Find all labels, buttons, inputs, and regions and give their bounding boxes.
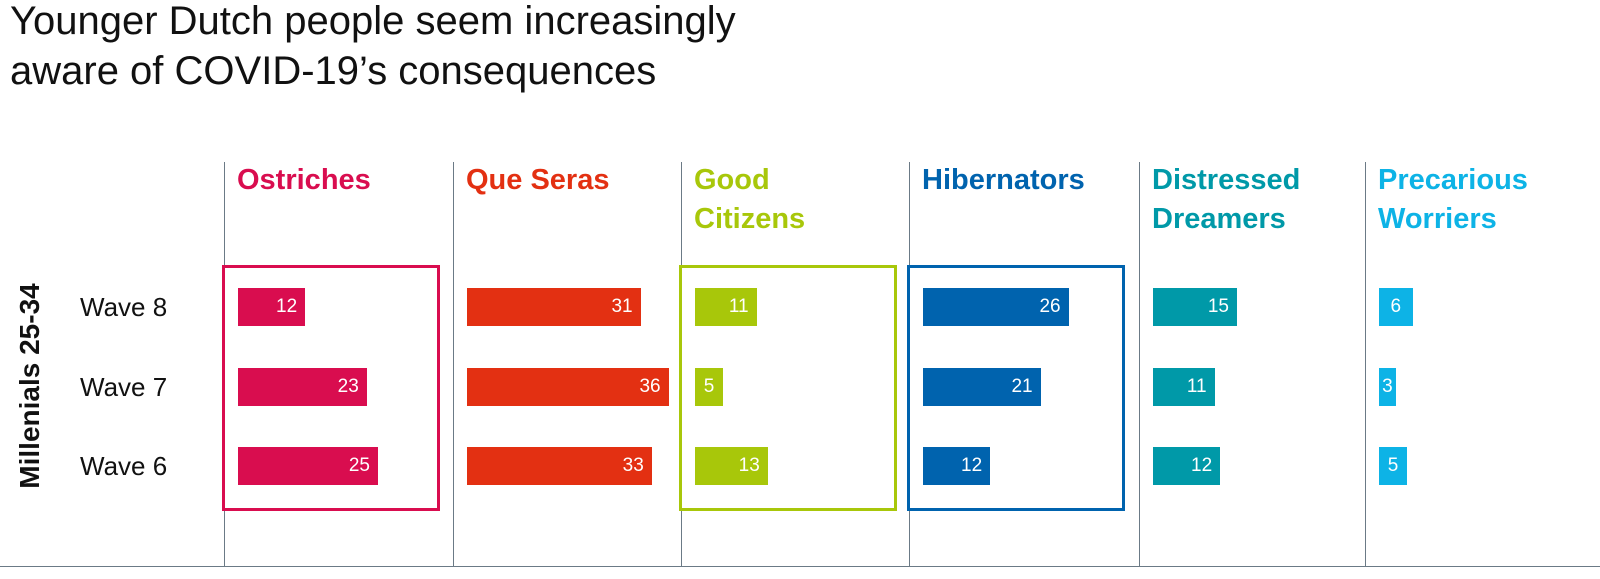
column-divider bbox=[1139, 162, 1140, 566]
value-label: 36 bbox=[639, 376, 661, 397]
bar bbox=[1153, 368, 1215, 406]
bar bbox=[467, 447, 652, 485]
value-label: 3 bbox=[1382, 376, 1393, 397]
value-label: 11 bbox=[728, 296, 749, 317]
bar bbox=[695, 447, 768, 485]
row-category-label: Wave 6 bbox=[80, 451, 168, 481]
highlight-box bbox=[679, 265, 897, 511]
panel-header: Distressed Dreamers bbox=[1152, 164, 1301, 235]
bar bbox=[238, 447, 378, 485]
column-divider bbox=[453, 162, 454, 566]
bar bbox=[695, 368, 723, 406]
bar bbox=[1379, 368, 1396, 406]
bar bbox=[1153, 288, 1237, 326]
value-label: 21 bbox=[1011, 376, 1033, 397]
value-label: 11 bbox=[1186, 376, 1207, 397]
bar bbox=[923, 288, 1069, 326]
value-label: 12 bbox=[961, 455, 983, 476]
bar bbox=[1153, 447, 1221, 485]
bar bbox=[923, 447, 991, 485]
value-label: 12 bbox=[276, 296, 298, 317]
value-label: 13 bbox=[738, 455, 760, 476]
highlight-box bbox=[907, 265, 1125, 511]
bar bbox=[467, 368, 669, 406]
value-label: 5 bbox=[703, 376, 715, 397]
column-divider bbox=[1365, 162, 1366, 566]
value-label: 31 bbox=[611, 296, 633, 317]
bar bbox=[238, 368, 367, 406]
panel-header: Hibernators bbox=[922, 164, 1085, 196]
baseline bbox=[0, 566, 1600, 567]
row-category-label: Wave 7 bbox=[80, 372, 168, 402]
chart-title: Younger Dutch people seem increasingly a… bbox=[10, 0, 736, 93]
highlight-box bbox=[222, 265, 440, 511]
value-label: 5 bbox=[1387, 455, 1399, 476]
value-label: 12 bbox=[1191, 455, 1213, 476]
bar bbox=[1379, 288, 1413, 326]
row-category-label: Wave 8 bbox=[80, 292, 168, 322]
panel-header: Good Citizens bbox=[694, 164, 806, 235]
bar bbox=[923, 368, 1041, 406]
panel-header: Que Seras bbox=[466, 164, 610, 196]
panel-header: Ostriches bbox=[237, 164, 371, 196]
value-label: 33 bbox=[622, 455, 644, 476]
value-label: 15 bbox=[1207, 296, 1229, 317]
row-label: Millenials 25-34 bbox=[14, 283, 45, 489]
value-label: 25 bbox=[348, 455, 370, 476]
bar bbox=[695, 288, 757, 326]
value-label: 23 bbox=[337, 376, 359, 397]
bar bbox=[1379, 447, 1407, 485]
value-label: 6 bbox=[1390, 296, 1402, 317]
bar bbox=[467, 288, 641, 326]
value-label: 26 bbox=[1039, 296, 1061, 317]
panel-header: Precarious Worriers bbox=[1378, 164, 1528, 235]
bar bbox=[238, 288, 306, 326]
